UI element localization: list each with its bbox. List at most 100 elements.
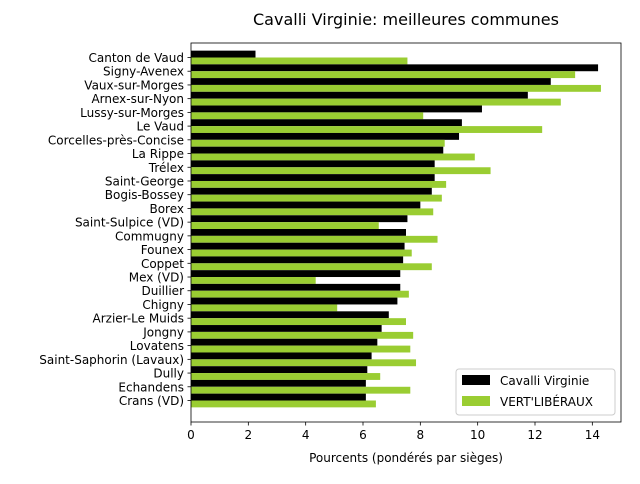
bar-vert-liberaux-signy-avenex [191, 71, 576, 79]
bar-cavalli-virginie-trelex [191, 160, 435, 168]
bar-cavalli-virginie-le-vaud [191, 119, 462, 127]
bar-vert-liberaux-trelex [191, 167, 491, 175]
bar-vert-liberaux-chigny [191, 304, 338, 312]
y-tick-label: Chigny [142, 298, 184, 312]
bar-cavalli-virginie-chigny [191, 297, 398, 305]
bars-layer [191, 50, 601, 408]
bar-vert-liberaux-lovatens [191, 345, 411, 353]
bar-vert-liberaux-commugny [191, 235, 438, 243]
y-axis: Canton de VaudSigny-AvenexVaux-sur-Morge… [39, 51, 191, 408]
bar-vert-liberaux-arnex-sur-nyon [191, 98, 561, 106]
bar-cavalli-virginie-la-rippe [191, 146, 444, 154]
bar-vert-liberaux-corcelles-pres-concise [191, 139, 445, 147]
x-tick-label: 8 [417, 428, 425, 442]
bar-vert-liberaux-la-rippe [191, 153, 475, 161]
y-tick-label: Signy-Avenex [103, 65, 184, 79]
y-tick-label: Lovatens [130, 339, 184, 353]
x-tick-label: 2 [245, 428, 253, 442]
legend: Cavalli Virginie VERT'LIBÉRAUX [455, 368, 616, 416]
y-tick-label: Dully [153, 367, 184, 381]
bar-vert-liberaux-saint-sulpice-vd [191, 222, 379, 229]
y-tick-label: Jongny [142, 325, 184, 339]
y-tick-label: Commugny [115, 229, 184, 243]
y-tick-label: Mex (VD) [129, 271, 184, 285]
bar-cavalli-virginie-signy-avenex [191, 64, 599, 72]
bar-cavalli-virginie-dully [191, 366, 368, 374]
y-tick-label: Founex [141, 243, 184, 257]
bar-cavalli-virginie-echandens [191, 379, 366, 387]
y-tick-label: Saint-George [105, 174, 184, 188]
bar-cavalli-virginie-borex [191, 201, 421, 209]
bar-vert-liberaux-vaux-sur-morges [191, 84, 601, 92]
y-tick-label: Echandens [118, 380, 184, 394]
bar-cavalli-virginie-crans-vd [191, 393, 366, 401]
bar-vert-liberaux-founex [191, 249, 412, 257]
bar-vert-liberaux-coppet [191, 263, 432, 271]
bar-cavalli-virginie-lovatens [191, 338, 378, 346]
y-tick-label: Borex [149, 202, 184, 216]
y-tick-label: Duillier [142, 284, 185, 298]
bar-cavalli-virginie-duillier [191, 283, 401, 291]
plot-frame [190, 42, 622, 423]
legend-box [455, 368, 616, 416]
bar-vert-liberaux-canton-de-vaud [191, 57, 408, 65]
y-tick-label: Lussy-sur-Morges [80, 106, 184, 120]
bar-cavalli-virginie-mex-vd [191, 270, 401, 278]
legend-label-cavalli: Cavalli Virginie [500, 374, 589, 388]
bar-cavalli-virginie-coppet [191, 256, 404, 264]
bar-cavalli-virginie-saint-george [191, 174, 435, 181]
bar-cavalli-virginie-vaux-sur-morges [191, 78, 551, 85]
x-tick-label: 12 [527, 428, 542, 442]
y-tick-label: Trélex [148, 161, 184, 175]
bar-vert-liberaux-arzier-le-muids [191, 318, 406, 326]
x-tick-label: 0 [187, 428, 195, 442]
bar-cavalli-virginie-bogis-bossey [191, 187, 432, 195]
bar-cavalli-virginie-lussy-sur-morges [191, 105, 482, 113]
legend-swatch-vertliberaux [462, 396, 490, 406]
bar-vert-liberaux-dully [191, 373, 381, 380]
bar-cavalli-virginie-commugny [191, 229, 406, 236]
bar-vert-liberaux-mex-vd [191, 277, 316, 284]
y-tick-label: Vaux-sur-Morges [84, 78, 184, 92]
bar-cavalli-virginie-arnex-sur-nyon [191, 91, 528, 99]
y-tick-label: Arzier-Le Muids [93, 312, 185, 326]
bar-vert-liberaux-crans-vd [191, 400, 376, 408]
bar-cavalli-virginie-jongny [191, 325, 382, 332]
x-tick-label: 6 [359, 428, 367, 442]
legend-label-vertliberaux: VERT'LIBÉRAUX [500, 394, 593, 409]
bar-cavalli-virginie-founex [191, 242, 405, 250]
y-tick-label: Coppet [141, 257, 184, 271]
bar-vert-liberaux-bogis-bossey [191, 194, 442, 202]
bar-vert-liberaux-borex [191, 208, 434, 216]
bar-vert-liberaux-lussy-sur-morges [191, 112, 424, 120]
bar-vert-liberaux-echandens [191, 386, 411, 394]
legend-swatch-cavalli [462, 375, 490, 385]
y-tick-label: Bogis-Bossey [105, 188, 184, 202]
chart-title: Cavalli Virginie: meilleures communes [253, 10, 559, 29]
bar-vert-liberaux-le-vaud [191, 126, 543, 133]
bar-cavalli-virginie-saint-sulpice-vd [191, 215, 408, 223]
x-axis: 0 2 4 6 8 10 12 14 [187, 422, 600, 442]
bar-vert-liberaux-jongny [191, 331, 414, 339]
x-tick-label: 4 [302, 428, 310, 442]
y-tick-label: La Rippe [132, 147, 184, 161]
bar-vert-liberaux-duillier [191, 290, 409, 298]
y-tick-label: Le Vaud [136, 120, 184, 134]
x-tick-label: 10 [470, 428, 485, 442]
bar-vert-liberaux-saint-george [191, 180, 447, 188]
y-tick-label: Canton de Vaud [89, 51, 184, 65]
y-tick-label: Saint-Saphorin (Lavaux) [39, 353, 184, 367]
x-tick-label: 14 [585, 428, 600, 442]
y-tick-label: Corcelles-près-Concise [48, 133, 184, 147]
y-tick-label: Saint-Sulpice (VD) [75, 216, 184, 230]
bar-cavalli-virginie-saint-saphorin-lavaux [191, 352, 372, 360]
bar-cavalli-virginie-corcelles-pres-concise [191, 132, 460, 140]
bar-vert-liberaux-saint-saphorin-lavaux [191, 359, 417, 367]
y-tick-label: Arnex-sur-Nyon [91, 92, 184, 106]
bar-cavalli-virginie-canton-de-vaud [191, 50, 256, 58]
x-axis-label: Pourcents (pondérés par sièges) [309, 451, 503, 465]
y-tick-label: Crans (VD) [119, 394, 184, 408]
bar-cavalli-virginie-arzier-le-muids [191, 311, 389, 319]
